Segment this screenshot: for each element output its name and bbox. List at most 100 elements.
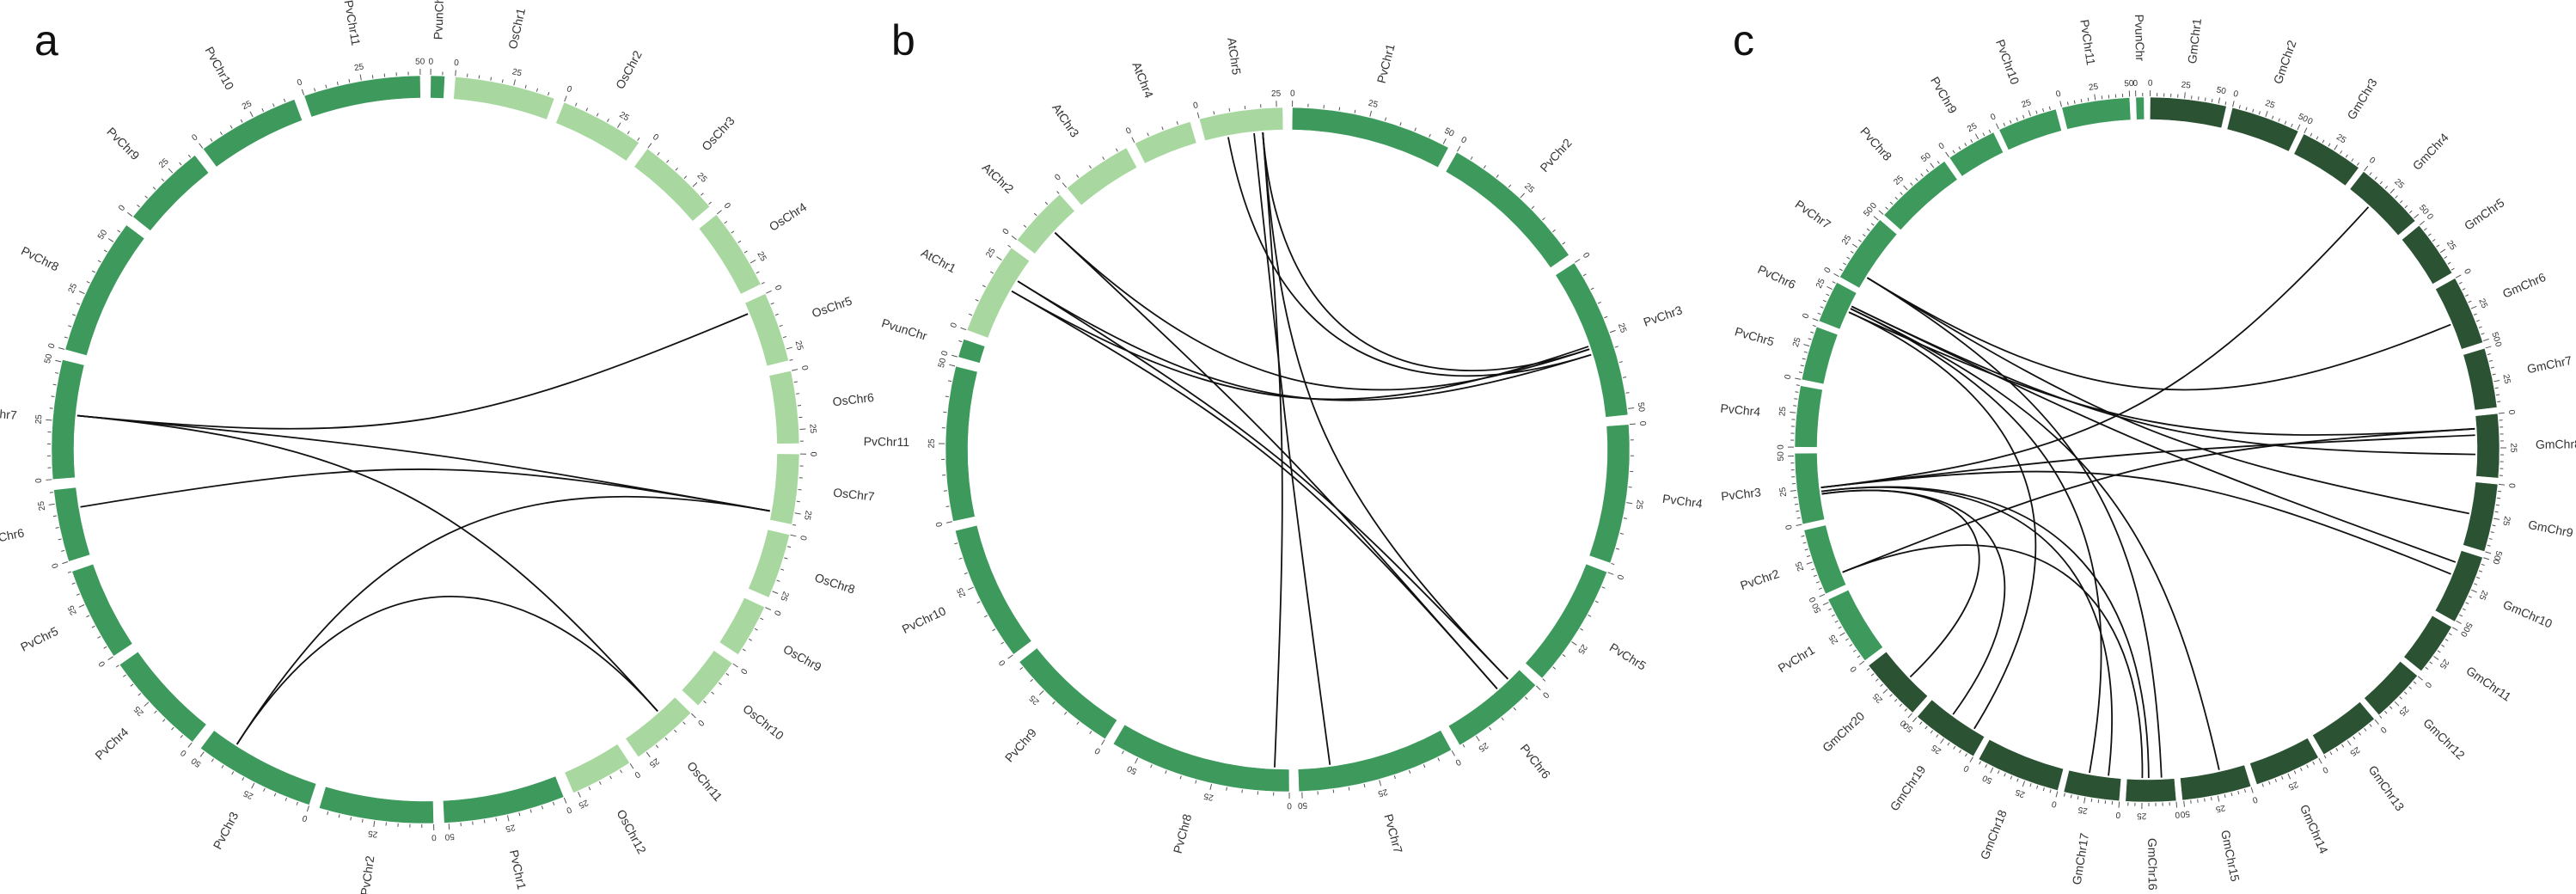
tick-label: 0 [2251,794,2259,805]
chromosome-label-gmchr10: GmChr10 [2501,597,2555,631]
axis-tick [524,84,527,89]
axis-tick [945,395,949,398]
axis-tick [774,313,779,316]
axis-tick [552,801,555,805]
chromosome-label-oschr5: OsChr5 [810,293,854,320]
axis-tick [180,734,183,738]
axis-tick [2497,497,2501,499]
tick-label: 0 [633,769,642,780]
chromosome-label-gmchr8: GmChr8 [2536,437,2576,451]
axis-tick [179,162,182,166]
axis-tick [2374,719,2379,725]
axis-tick [2230,793,2233,797]
axis-tick [958,340,963,343]
axis-tick [1213,111,1215,115]
axis-tick [2433,655,2439,660]
chromosome-segment-pvchr3 [1555,262,1629,418]
axis-tick [947,380,952,383]
tick-label: 50 [2180,809,2191,819]
tick-label: 0 [2458,629,2469,639]
chromosome-segment-pvunchr [958,339,986,364]
axis-tick [967,586,974,591]
axis-tick [1209,783,1213,791]
chromosome-segment-pvunchr [2135,96,2145,120]
tick-label: 25 [1634,499,1645,511]
axis-tick [1878,210,1884,215]
axis-tick [261,107,265,113]
axis-tick [1626,502,1633,505]
tick-label: 0 [1784,373,1794,380]
axis-tick [750,259,756,264]
axis-tick [1332,789,1335,793]
chromosome-segment-pvchr4 [1588,424,1631,564]
tick-label: 25 [2444,239,2458,253]
chromosome-label-pvchr5: PvChr5 [1607,640,1649,673]
axis-tick [647,143,652,149]
axis-tick [86,280,90,284]
chromosome-segment-pvchr9 [132,155,210,231]
axis-tick [564,95,567,102]
chromosome-label-gmchr1: GmChr1 [2185,17,2204,64]
axis-tick [1870,223,1875,226]
axis-tick [796,500,800,503]
chromosome-label-pvchr1: PvChr1 [507,848,529,891]
tick-label: 0 [179,747,189,757]
tick-label: 0 [1453,756,1463,768]
axis-tick [2494,387,2499,389]
axis-tick [716,210,722,215]
tick-label: 25 [1892,174,1906,187]
axis-tick [1623,517,1627,519]
chromosome-label-pvunchr: PvunChr [431,0,446,40]
axis-tick [2351,158,2354,162]
axis-tick [2404,205,2408,209]
axis-tick [483,819,486,824]
axis-tick [1900,192,1903,195]
tick-label: 25 [353,62,364,73]
axis-tick [513,79,516,86]
axis-tick [563,797,567,804]
synteny-link [1011,290,1498,689]
axis-tick [1607,572,1614,575]
axis-tick [1834,620,1839,623]
axis-tick [761,282,765,285]
axis-tick [754,628,758,631]
tick-label: 0 [2321,764,2330,775]
axis-tick [796,393,800,395]
chromosome-segment-pvchr7 [51,359,85,481]
axis-tick [137,204,140,208]
axis-tick [2459,614,2463,617]
axis-tick [1531,205,1535,210]
axis-tick [1930,162,1935,168]
axis-tick [1794,503,1798,505]
synteny-link [76,414,658,713]
axis-tick [2090,798,2093,802]
axis-tick [1937,160,1940,164]
axis-tick [122,674,126,677]
axis-tick [495,817,498,822]
axis-tick [765,607,772,611]
tick-label: 0 [2051,799,2059,809]
tick-label: 0 [2175,810,2181,819]
axis-tick [2399,199,2403,204]
chromosome-label-gmchr7: GmChr7 [2526,353,2573,377]
axis-tick [2490,531,2494,534]
axis-tick [2399,696,2402,700]
axis-tick [719,682,722,686]
axis-tick [607,118,609,122]
tick-label: 25 [1778,406,1788,417]
axis-tick [2210,797,2212,801]
chromosome-label-oschr2: OsChr2 [613,48,645,91]
axis-tick [91,625,95,628]
axis-tick [1241,789,1243,793]
axis-tick [1520,193,1525,199]
axis-tick [2384,710,2388,714]
tick-label: 25 [778,590,791,603]
axis-tick [2347,740,2352,746]
axis-tick [2341,744,2345,748]
axis-tick [2004,773,2006,777]
axis-tick [792,524,797,526]
chromosome-segment-pvchr7 [1298,730,1452,793]
chromosome-segment-pvchr1 [443,775,565,824]
chromosome-label-pvchr3: PvChr3 [1720,485,1761,503]
axis-tick [2394,701,2400,707]
